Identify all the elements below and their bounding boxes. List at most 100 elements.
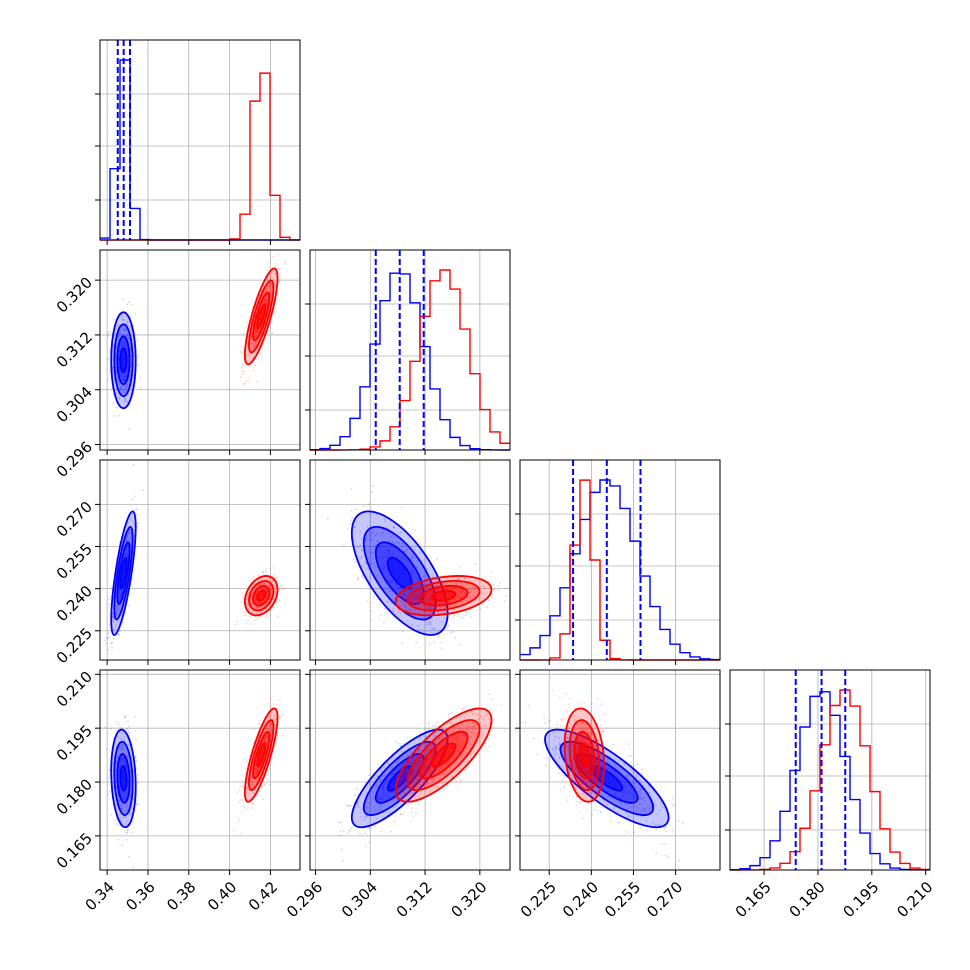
scatter-point bbox=[118, 591, 121, 594]
scatter-point bbox=[396, 599, 399, 602]
scatter-point bbox=[477, 718, 480, 720]
scatter-point bbox=[523, 729, 526, 732]
scatter-point bbox=[120, 591, 123, 594]
scatter-point bbox=[429, 597, 432, 600]
scatter-point bbox=[388, 607, 391, 610]
scatter-point bbox=[395, 761, 398, 763]
scatter-point bbox=[610, 797, 613, 800]
scatter-point bbox=[128, 301, 130, 304]
scatter-point bbox=[384, 566, 386, 569]
scatter-point bbox=[415, 765, 418, 767]
scatter-point bbox=[272, 605, 275, 608]
scatter-point bbox=[123, 760, 126, 763]
scatter-point bbox=[444, 588, 446, 591]
scatter-point bbox=[416, 775, 419, 778]
scatter-point bbox=[266, 617, 269, 620]
scatter-point bbox=[382, 569, 384, 571]
scatter-point bbox=[453, 589, 456, 592]
scatter-point bbox=[424, 620, 427, 622]
scatter-point bbox=[424, 761, 427, 764]
scatter-point bbox=[428, 773, 431, 775]
scatter-point bbox=[119, 824, 121, 827]
scatter-point bbox=[126, 320, 129, 323]
scatter-point bbox=[113, 621, 116, 624]
scatter-point bbox=[128, 428, 130, 431]
scatter-point bbox=[254, 772, 257, 775]
scatter-point bbox=[253, 583, 256, 586]
scatter-point bbox=[383, 774, 386, 777]
scatter-point bbox=[399, 589, 401, 591]
scatter-point bbox=[123, 806, 126, 809]
scatter-point bbox=[589, 771, 592, 774]
scatter-point bbox=[347, 832, 349, 835]
scatter-point bbox=[254, 598, 257, 601]
scatter-point bbox=[628, 798, 631, 801]
scatter-point bbox=[120, 387, 122, 390]
scatter-point bbox=[382, 563, 384, 566]
panel-3-3 bbox=[725, 670, 930, 875]
scatter-point bbox=[116, 793, 119, 795]
scatter-point bbox=[107, 632, 110, 635]
scatter-point bbox=[426, 758, 429, 761]
scatter-point bbox=[256, 606, 259, 608]
scatter-point bbox=[120, 808, 123, 811]
contour-line bbox=[350, 728, 449, 829]
scatter-point bbox=[424, 773, 427, 776]
scatter-point bbox=[448, 600, 451, 603]
scatter-point bbox=[419, 755, 422, 758]
scatter-point bbox=[269, 585, 272, 587]
scatter-point bbox=[130, 366, 132, 369]
scatter-point bbox=[127, 743, 130, 746]
scatter-point bbox=[620, 797, 623, 800]
scatter-point bbox=[449, 605, 452, 608]
scatter-point bbox=[126, 534, 129, 537]
scatter-point bbox=[416, 598, 419, 601]
scatter-point bbox=[418, 782, 421, 784]
scatter-point bbox=[139, 386, 142, 389]
scatter-point bbox=[598, 781, 601, 784]
scatter-point bbox=[397, 787, 400, 790]
scatter-point bbox=[270, 729, 273, 732]
contour-line bbox=[113, 525, 134, 621]
scatter-point bbox=[115, 406, 118, 409]
scatter-point bbox=[454, 762, 457, 765]
scatter-point bbox=[256, 607, 259, 609]
scatter-point bbox=[244, 364, 247, 367]
scatter-point bbox=[124, 343, 127, 346]
scatter-point bbox=[252, 356, 255, 359]
scatter-point bbox=[264, 736, 267, 739]
scatter-point bbox=[423, 786, 426, 788]
scatter-point bbox=[239, 798, 242, 801]
scatter-point bbox=[401, 785, 404, 788]
scatter-point bbox=[393, 790, 395, 793]
scatter-point bbox=[387, 549, 390, 551]
scatter-point bbox=[417, 750, 420, 753]
scatter-point bbox=[454, 583, 457, 585]
scatter-point bbox=[427, 607, 430, 610]
scatter-point bbox=[253, 597, 256, 600]
scatter-point bbox=[359, 811, 362, 814]
scatter-point bbox=[244, 329, 247, 332]
scatter-point bbox=[129, 765, 131, 768]
scatter-point bbox=[354, 561, 357, 564]
scatter-point bbox=[487, 599, 490, 602]
scatter-point bbox=[108, 636, 111, 638]
scatter-point bbox=[464, 768, 467, 771]
scatter-point bbox=[118, 359, 120, 362]
scatter-point bbox=[255, 779, 258, 782]
scatter-point bbox=[447, 601, 450, 604]
scatter-point bbox=[114, 623, 117, 626]
scatter-point bbox=[265, 302, 268, 305]
scatter-point bbox=[485, 725, 487, 727]
scatter-point bbox=[134, 495, 137, 498]
scatter-point bbox=[369, 525, 371, 528]
scatter-point bbox=[642, 784, 645, 787]
scatter-point bbox=[462, 734, 465, 736]
scatter-point bbox=[381, 545, 384, 547]
scatter-point bbox=[240, 345, 243, 348]
scatter-point bbox=[448, 605, 451, 608]
scatter-point bbox=[378, 546, 381, 548]
scatter-point bbox=[107, 648, 110, 651]
scatter-panel-1-0 bbox=[106, 253, 287, 431]
